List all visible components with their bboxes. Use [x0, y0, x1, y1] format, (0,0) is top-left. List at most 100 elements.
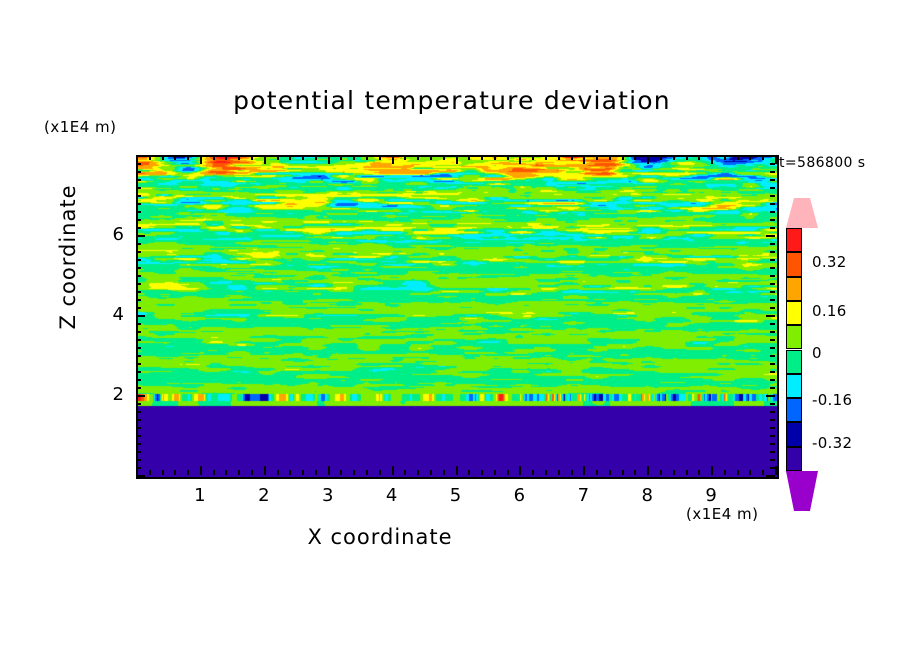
x-tick-bottom	[302, 470, 304, 475]
y-tick-right	[770, 435, 775, 437]
colorbar-band	[786, 422, 802, 447]
y-tick-right	[770, 219, 775, 221]
y-tick-left	[136, 243, 141, 245]
y-tick-left	[136, 163, 141, 165]
y-tick-right	[770, 427, 775, 429]
y-tick-right	[770, 163, 775, 165]
y-tick-right	[770, 203, 775, 205]
y-tick-left	[136, 403, 141, 405]
x-tick-top	[775, 155, 777, 164]
y-tick-left	[136, 307, 141, 309]
x-tick-top	[711, 155, 713, 164]
y-tick-left	[136, 395, 145, 397]
x-tick-bottom	[596, 470, 598, 475]
colorbar[interactable]	[786, 198, 818, 511]
y-tick-label: 4	[112, 304, 124, 325]
x-tick-top	[136, 155, 138, 164]
x-tick-top	[277, 155, 279, 160]
x-tick-bottom	[749, 470, 751, 475]
x-tick-bottom	[213, 470, 215, 475]
x-tick-bottom	[366, 470, 368, 475]
y-tick-left	[136, 187, 141, 189]
colorbar-tick-label: 0.16	[812, 301, 847, 320]
x-tick-top	[724, 155, 726, 160]
x-tick-bottom	[392, 466, 394, 475]
x-tick-bottom	[404, 470, 406, 475]
x-tick-top	[213, 155, 215, 160]
y-tick-right	[770, 467, 775, 469]
x-tick-bottom	[660, 470, 662, 475]
y-tick-right	[770, 187, 775, 189]
y-tick-left	[136, 435, 141, 437]
x-tick-top	[238, 155, 240, 160]
y-tick-right	[766, 395, 775, 397]
x-tick-bottom	[443, 470, 445, 475]
x-tick-top	[737, 155, 739, 160]
y-tick-right	[770, 243, 775, 245]
y-tick-left	[136, 283, 141, 285]
y-tick-left	[136, 211, 141, 213]
y-tick-left	[136, 467, 141, 469]
colorbar-band	[786, 228, 802, 253]
y-tick-right	[770, 227, 775, 229]
x-tick-label: 5	[449, 485, 462, 506]
x-tick-top	[634, 155, 636, 160]
y-tick-right	[770, 411, 775, 413]
x-tick-top	[392, 155, 394, 164]
y-tick-right	[770, 259, 775, 261]
x-tick-bottom	[289, 470, 291, 475]
y-tick-right	[766, 155, 775, 157]
x-tick-top	[289, 155, 291, 160]
y-tick-right	[770, 339, 775, 341]
x-tick-top	[558, 155, 560, 160]
y-tick-left	[136, 227, 141, 229]
y-tick-left	[136, 459, 141, 461]
y-tick-right	[766, 235, 775, 237]
colorbar-tick-label: -0.16	[812, 390, 853, 409]
contour-field	[138, 157, 777, 477]
x-tick-top	[315, 155, 317, 160]
y-tick-left	[136, 251, 141, 253]
x-tick-bottom	[545, 470, 547, 475]
y-tick-right	[770, 355, 775, 357]
x-tick-top	[302, 155, 304, 160]
y-tick-left	[136, 411, 141, 413]
y-tick-label: 2	[112, 384, 124, 405]
y-tick-left	[136, 443, 141, 445]
x-tick-bottom	[162, 470, 164, 475]
x-tick-top	[622, 155, 624, 160]
x-tick-label: 6	[513, 485, 526, 506]
y-tick-left	[136, 339, 141, 341]
y-tick-left	[136, 235, 145, 237]
x-tick-top	[519, 155, 521, 164]
y-tick-left	[136, 259, 141, 261]
y-tick-right	[770, 387, 775, 389]
x-tick-top	[660, 155, 662, 160]
x-tick-bottom	[583, 466, 585, 475]
y-tick-right	[770, 251, 775, 253]
y-tick-left	[136, 171, 141, 173]
y-tick-left	[136, 179, 141, 181]
x-tick-bottom	[519, 466, 521, 475]
x-tick-bottom	[315, 470, 317, 475]
x-tick-label: 9	[705, 485, 717, 506]
y-tick-right	[770, 363, 775, 365]
x-tick-bottom	[238, 470, 240, 475]
x-tick-top	[200, 155, 202, 164]
x-tick-top	[264, 155, 266, 164]
x-tick-bottom	[328, 466, 330, 475]
y-tick-left	[136, 355, 141, 357]
x-tick-bottom	[174, 470, 176, 475]
x-tick-label: 1	[194, 485, 206, 506]
x-tick-top	[328, 155, 330, 164]
y-tick-right	[770, 379, 775, 381]
x-axis-title: X coordinate	[307, 525, 453, 549]
x-tick-bottom	[379, 470, 381, 475]
y-tick-right	[770, 171, 775, 173]
colorbar-band	[786, 373, 802, 399]
x-tick-top	[456, 155, 458, 164]
x-tick-bottom	[609, 470, 611, 475]
x-tick-bottom	[686, 470, 688, 475]
x-tick-top	[609, 155, 611, 160]
x-tick-top	[698, 155, 700, 160]
